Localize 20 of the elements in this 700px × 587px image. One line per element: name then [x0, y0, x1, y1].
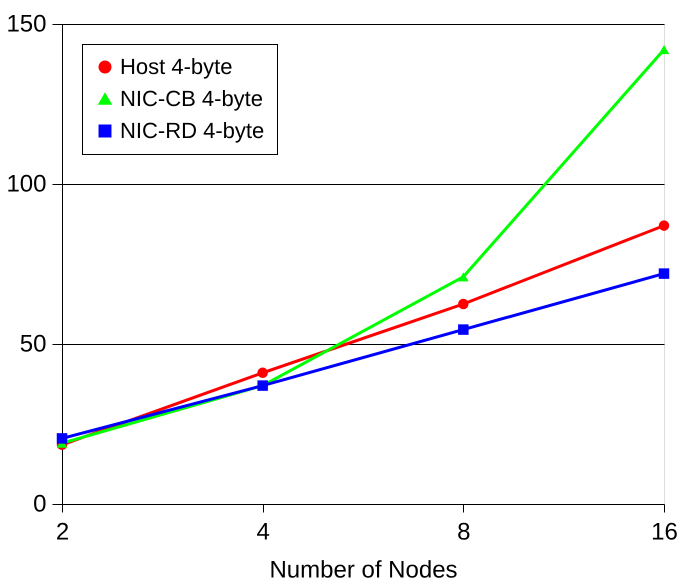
legend-label: NIC-RD 4-byte [120, 118, 264, 143]
point [56, 433, 68, 444]
point [458, 298, 469, 310]
legend-label: NIC-CB 4-byte [120, 86, 264, 111]
point [458, 272, 469, 282]
x-tick-label: 16 [651, 518, 678, 546]
x-tick-label: 4 [256, 518, 270, 546]
point [658, 45, 670, 54]
point [257, 368, 268, 378]
x-axis-title: Number of Nodes [269, 556, 458, 584]
x-tick-label: 2 [56, 518, 70, 546]
y-tick-label: 100 [6, 170, 46, 198]
point [658, 220, 670, 231]
legend-label: Host 4-byte [120, 54, 232, 79]
point [458, 324, 469, 335]
point [658, 268, 670, 279]
y-tick-label: 0 [33, 490, 46, 518]
x-tick-label: 8 [457, 518, 471, 546]
y-tick-label: 50 [20, 330, 46, 358]
y-tick-label: 150 [6, 10, 46, 38]
